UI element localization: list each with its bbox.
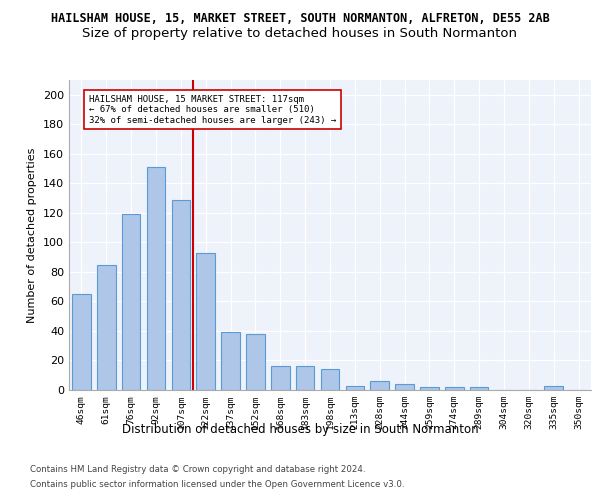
Text: HAILSHAM HOUSE, 15 MARKET STREET: 117sqm
← 67% of detached houses are smaller (5: HAILSHAM HOUSE, 15 MARKET STREET: 117sqm… xyxy=(89,95,336,124)
Text: Contains public sector information licensed under the Open Government Licence v3: Contains public sector information licen… xyxy=(30,480,404,489)
Bar xyxy=(196,252,215,390)
Bar xyxy=(97,264,116,390)
Bar xyxy=(296,366,314,390)
Bar xyxy=(320,370,340,390)
Bar xyxy=(544,386,563,390)
Text: Distribution of detached houses by size in South Normanton: Distribution of detached houses by size … xyxy=(122,422,478,436)
Bar xyxy=(445,387,464,390)
Text: HAILSHAM HOUSE, 15, MARKET STREET, SOUTH NORMANTON, ALFRETON, DE55 2AB: HAILSHAM HOUSE, 15, MARKET STREET, SOUTH… xyxy=(50,12,550,26)
Text: Contains HM Land Registry data © Crown copyright and database right 2024.: Contains HM Land Registry data © Crown c… xyxy=(30,465,365,474)
Y-axis label: Number of detached properties: Number of detached properties xyxy=(28,148,37,322)
Bar xyxy=(122,214,140,390)
Bar xyxy=(172,200,190,390)
Bar xyxy=(420,387,439,390)
Bar xyxy=(72,294,91,390)
Bar xyxy=(346,386,364,390)
Text: Size of property relative to detached houses in South Normanton: Size of property relative to detached ho… xyxy=(83,28,517,40)
Bar xyxy=(246,334,265,390)
Bar xyxy=(370,381,389,390)
Bar xyxy=(221,332,240,390)
Bar xyxy=(395,384,414,390)
Bar xyxy=(146,167,166,390)
Bar xyxy=(271,366,290,390)
Bar xyxy=(470,387,488,390)
